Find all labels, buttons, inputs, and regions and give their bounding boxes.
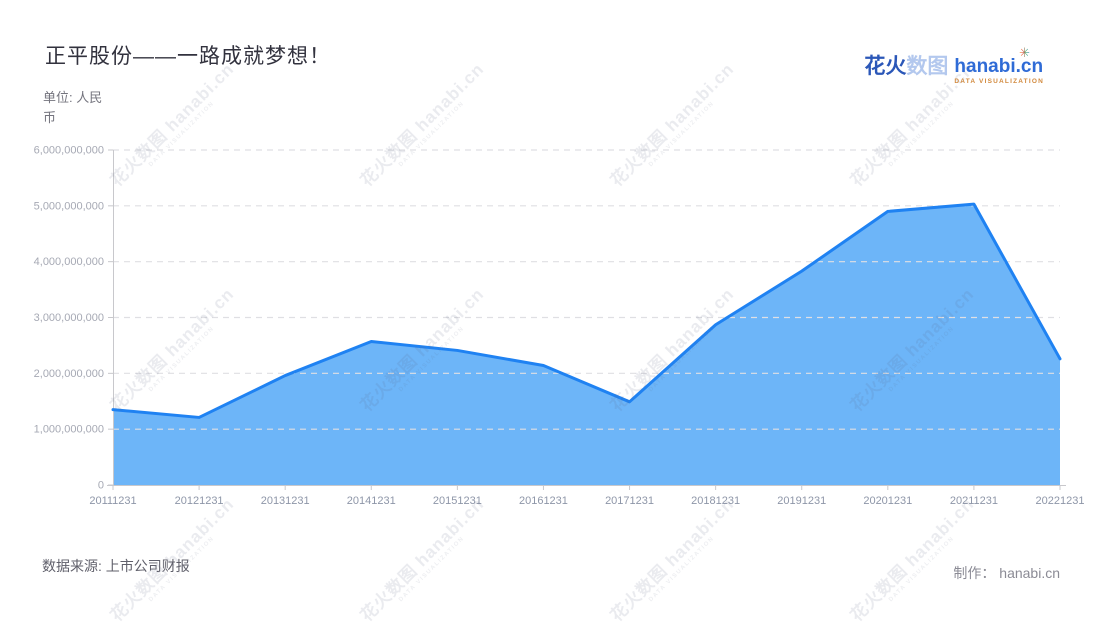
x-axis-label: 20201231 — [863, 495, 912, 507]
unit-label: 单位: 人民币 — [43, 90, 103, 125]
logo-cn-text: 花火数图 — [864, 52, 948, 77]
y-axis-label: 1,000,000,000 — [34, 424, 104, 436]
credit-note: 制作： hanabi.cn — [953, 565, 1060, 581]
x-axis-label: 20151231 — [433, 495, 482, 507]
logo-cn-bold: 花火 — [864, 55, 907, 78]
series-area-fill — [113, 204, 1060, 486]
y-axis-label: 4,000,000,000 — [34, 256, 104, 268]
x-axis-label: 20211231 — [950, 495, 998, 507]
hanabi-logo: 花火数图 ✳ hanabi.cn DATA VISUALIZATION — [864, 46, 1044, 85]
y-axis-label: 0 — [98, 480, 104, 492]
x-axis-label: 20221231 — [1036, 495, 1085, 507]
logo-cn-light: 数图 — [906, 55, 949, 78]
logo-tagline: DATA VISUALIZATION — [954, 78, 1044, 85]
x-axis-label: 20161231 — [519, 495, 568, 507]
x-axis-label: 20141231 — [347, 495, 396, 507]
series-line — [111, 202, 1062, 419]
x-axis-label: 20131231 — [261, 495, 310, 507]
x-axis-label: 20121231 — [175, 495, 224, 507]
y-axis-label: 3,000,000,000 — [34, 312, 104, 324]
y-axis-label: 5,000,000,000 — [34, 200, 104, 212]
logo-en-block: ✳ hanabi.cn DATA VISUALIZATION — [954, 46, 1044, 85]
x-axis-label: 20111231 — [89, 495, 136, 507]
logo-en-text: hanabi.cn — [954, 56, 1044, 77]
x-axis-label: 20191231 — [777, 495, 826, 507]
page-title: 正平股份——一路成就梦想！ — [45, 45, 331, 68]
x-axis-label: 20171231 — [605, 495, 654, 507]
sparkle-icon: ✳ — [1019, 45, 1030, 60]
data-source-note: 数据来源: 上市公司财报 — [42, 558, 190, 574]
x-axis-label: 20181231 — [691, 495, 740, 507]
y-axis-label: 2,000,000,000 — [34, 368, 104, 380]
y-axis-label: 6,000,000,000 — [34, 145, 104, 157]
